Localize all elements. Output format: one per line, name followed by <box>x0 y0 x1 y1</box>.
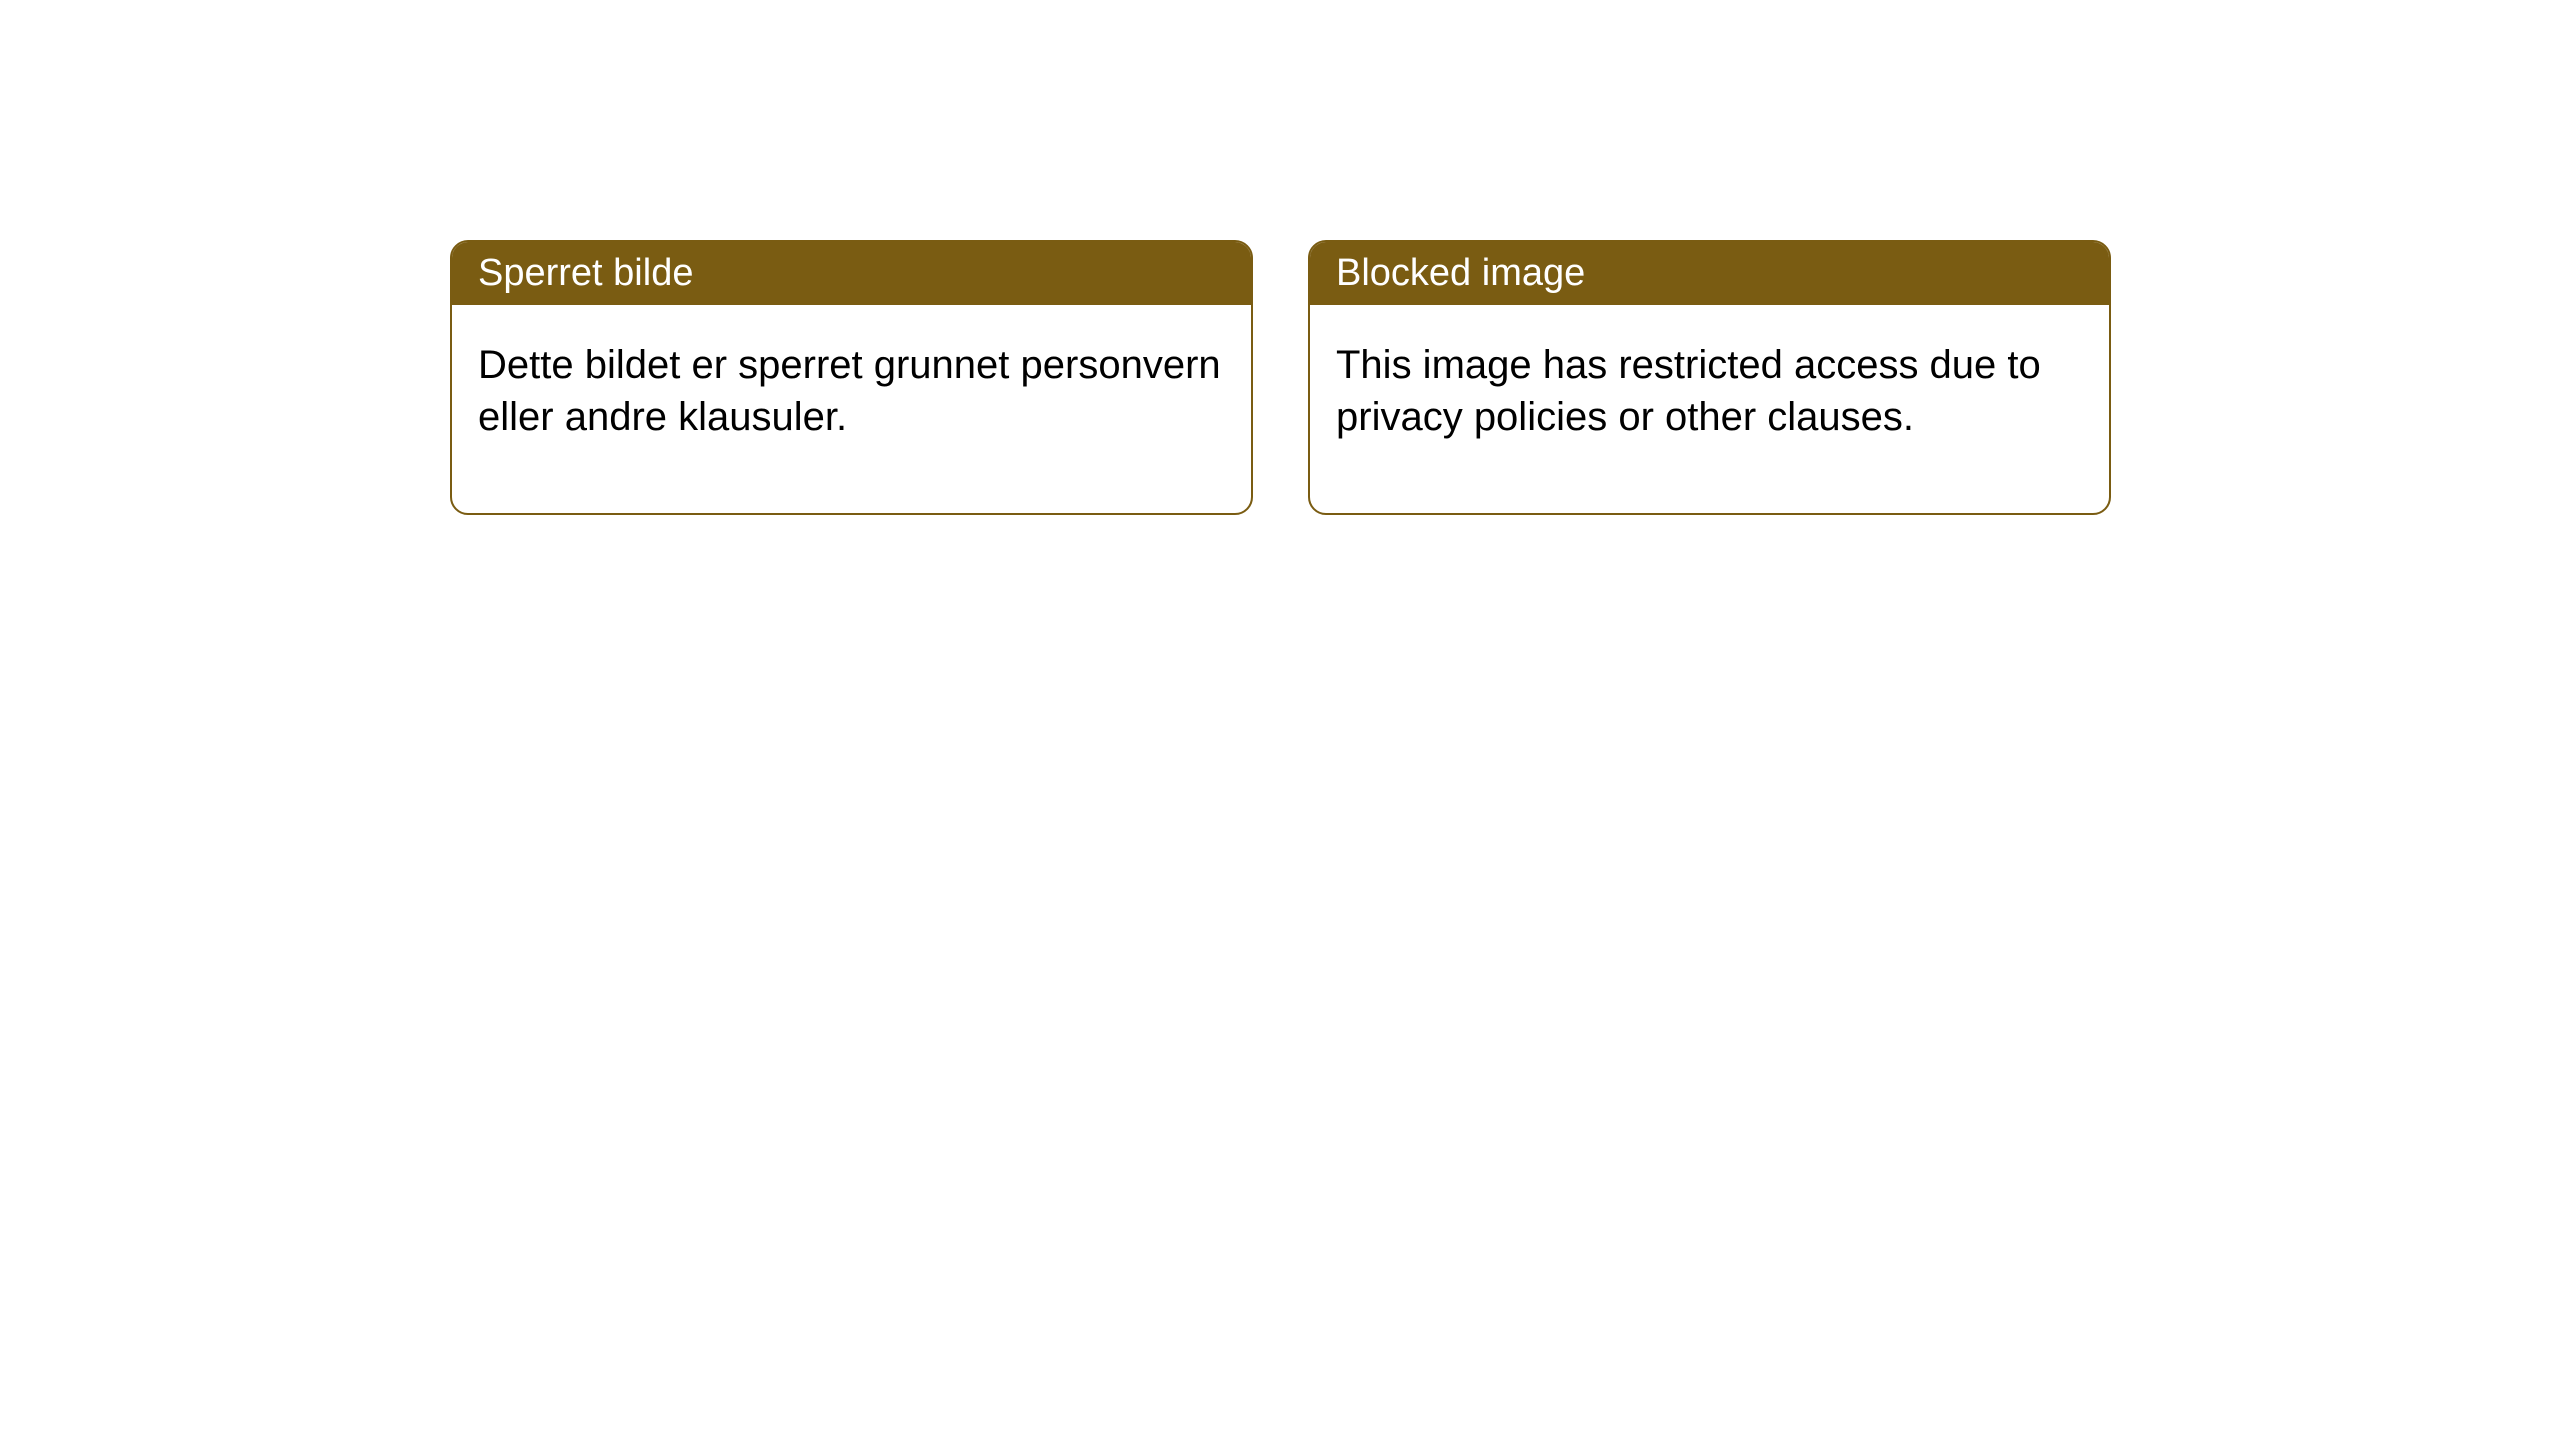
card-title: Blocked image <box>1336 252 1585 294</box>
card-body: Dette bildet er sperret grunnet personve… <box>452 305 1251 513</box>
card-title: Sperret bilde <box>478 252 693 294</box>
card-body: This image has restricted access due to … <box>1310 305 2109 513</box>
card-message: Dette bildet er sperret grunnet personve… <box>478 343 1221 439</box>
card-header: Blocked image <box>1310 242 2109 305</box>
notice-card-english: Blocked image This image has restricted … <box>1308 240 2111 515</box>
card-header: Sperret bilde <box>452 242 1251 305</box>
notice-container: Sperret bilde Dette bildet er sperret gr… <box>450 240 2111 515</box>
notice-card-norwegian: Sperret bilde Dette bildet er sperret gr… <box>450 240 1253 515</box>
card-message: This image has restricted access due to … <box>1336 343 2041 439</box>
